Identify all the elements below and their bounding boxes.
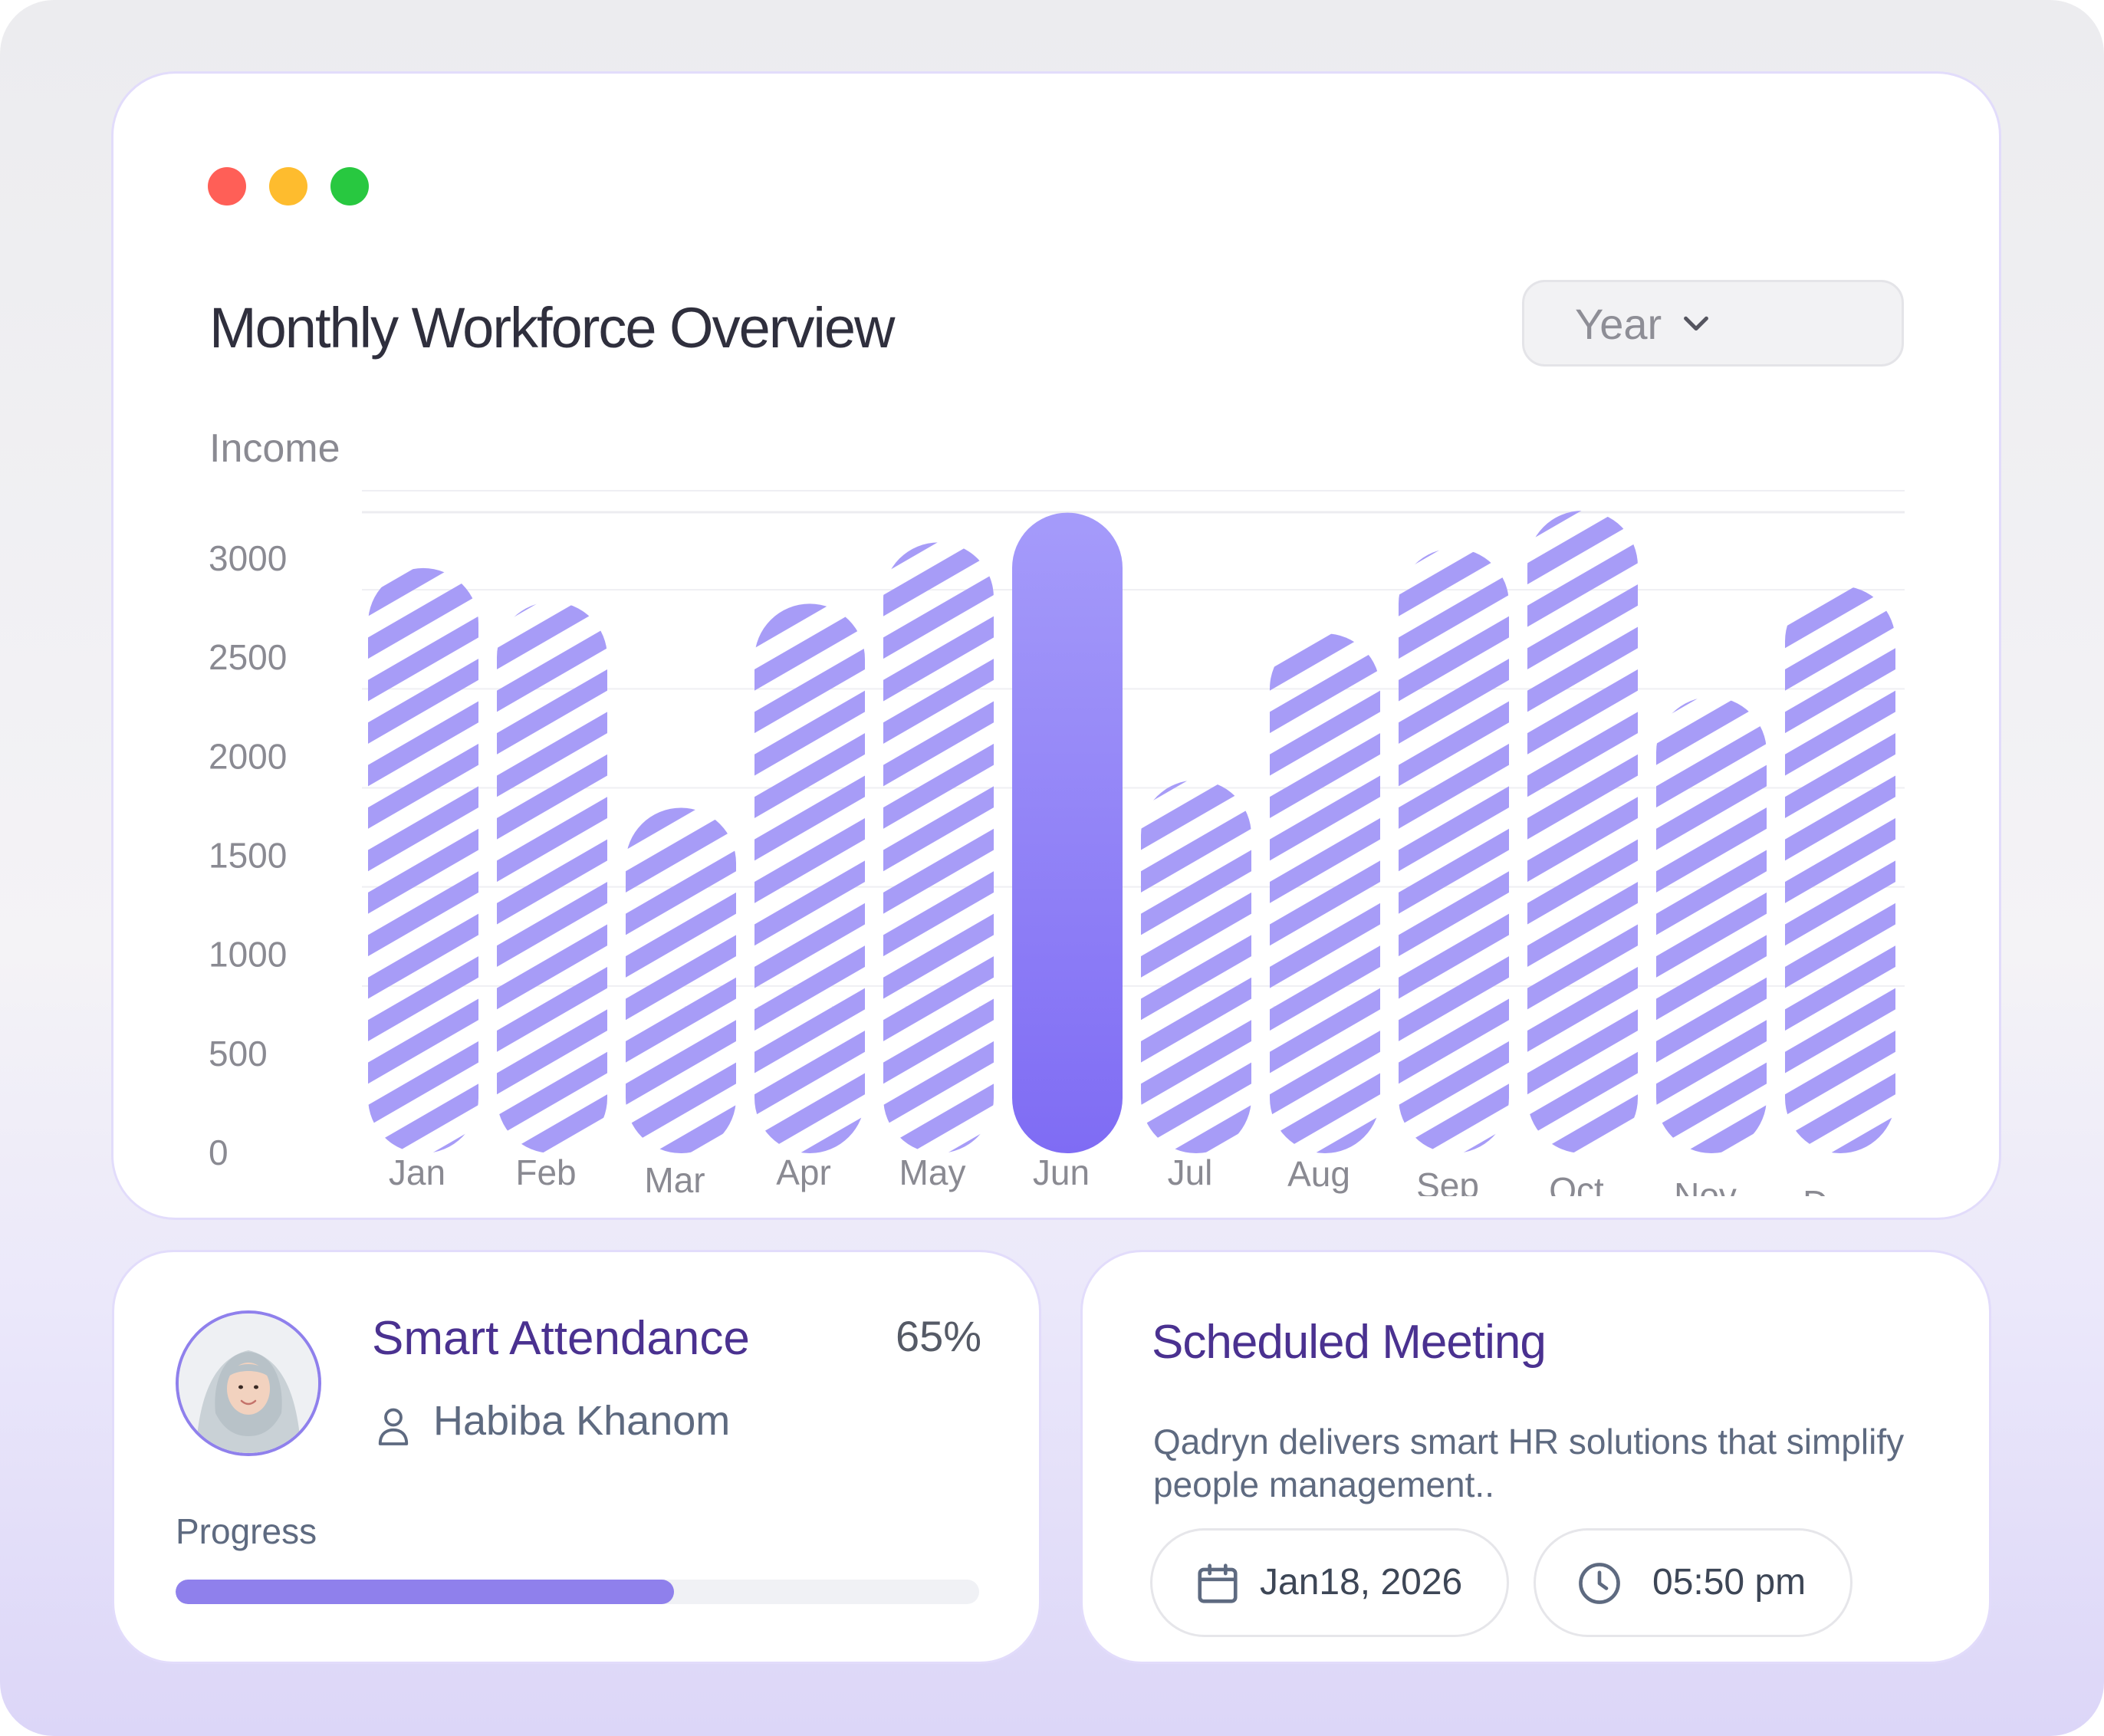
- bar-may[interactable]: [883, 542, 994, 1153]
- avatar: [176, 1310, 321, 1456]
- y-tick-label: 500: [209, 1034, 268, 1073]
- meeting-date-chip[interactable]: Jan18, 2026: [1150, 1528, 1509, 1637]
- meeting-date: Jan18, 2026: [1260, 1562, 1463, 1603]
- x-tick-label-apr: Apr: [776, 1152, 831, 1192]
- bar-dec[interactable]: [1785, 586, 1895, 1153]
- clock-icon: [1579, 1563, 1620, 1604]
- attendance-title: Smart Attendance: [372, 1312, 750, 1365]
- y-tick-label: 1500: [209, 836, 287, 876]
- bar-jul[interactable]: [1141, 780, 1251, 1153]
- y-axis-label: Income: [209, 426, 340, 471]
- x-tick-label-mar: Mar: [644, 1160, 705, 1200]
- progress-bar: [176, 1580, 979, 1604]
- bar-sep[interactable]: [1399, 548, 1509, 1153]
- bar-jan[interactable]: [368, 567, 478, 1153]
- x-tick-label-sep: Sep: [1416, 1166, 1479, 1205]
- y-tick-label: 2000: [209, 736, 287, 776]
- bar-apr[interactable]: [754, 603, 865, 1153]
- attendance-percent: 65%: [896, 1312, 982, 1360]
- window-maximize-button[interactable]: [330, 167, 369, 205]
- calendar-icon: [1198, 1563, 1238, 1603]
- x-tick-label-jun: Jun: [1033, 1152, 1090, 1192]
- meeting-time: 05:50 pm: [1652, 1562, 1806, 1603]
- y-tick-label: 1000: [209, 935, 287, 975]
- x-tick-label-jan: Jan: [389, 1152, 445, 1192]
- bar-oct[interactable]: [1527, 511, 1638, 1153]
- y-tick-label: 3000: [209, 538, 287, 578]
- bar-nov[interactable]: [1656, 696, 1767, 1153]
- person-photo-illustration: [179, 1314, 318, 1453]
- bar-aug[interactable]: [1270, 633, 1380, 1153]
- x-tick-label-dec: Dec: [1803, 1183, 1866, 1212]
- x-tick-label-oct: Oct: [1549, 1170, 1604, 1210]
- meeting-title: Scheduled Meeting: [1152, 1316, 1547, 1369]
- progress-label: Progress: [176, 1511, 317, 1551]
- bar-jun[interactable]: [1012, 512, 1123, 1153]
- x-tick-label-nov: Nov: [1674, 1175, 1737, 1212]
- employee-name: Habiba Khanom: [433, 1398, 731, 1444]
- window-close-button[interactable]: [208, 167, 246, 205]
- meeting-description: Qadryn delivers smart HR solutions that …: [1153, 1422, 1905, 1504]
- y-tick-label: 0: [209, 1133, 228, 1172]
- meeting-time-chip[interactable]: 05:50 pm: [1534, 1528, 1853, 1637]
- x-tick-label-jul: Jul: [1168, 1152, 1213, 1192]
- user-icon: [378, 1408, 409, 1445]
- bar-feb[interactable]: [497, 601, 607, 1153]
- x-tick-label-aug: Aug: [1287, 1154, 1350, 1194]
- bar-mar[interactable]: [626, 807, 736, 1154]
- chevron-down-icon: [1684, 316, 1708, 331]
- x-tick-label-may: May: [899, 1152, 966, 1192]
- window-minimize-button[interactable]: [269, 167, 307, 205]
- x-tick-label-feb: Feb: [515, 1152, 576, 1192]
- y-tick-label: 2500: [209, 637, 287, 677]
- progress-bar-fill: [176, 1580, 674, 1604]
- income-bar-chart: 0 500 1000 1500 2000 2500 3000 Jan Feb Mar Apr May…: [209, 490, 1905, 1212]
- period-dropdown[interactable]: Year: [1522, 280, 1904, 367]
- page-title: Monthly Workforce Overview: [209, 296, 895, 360]
- period-dropdown-value: Year: [1575, 300, 1662, 348]
